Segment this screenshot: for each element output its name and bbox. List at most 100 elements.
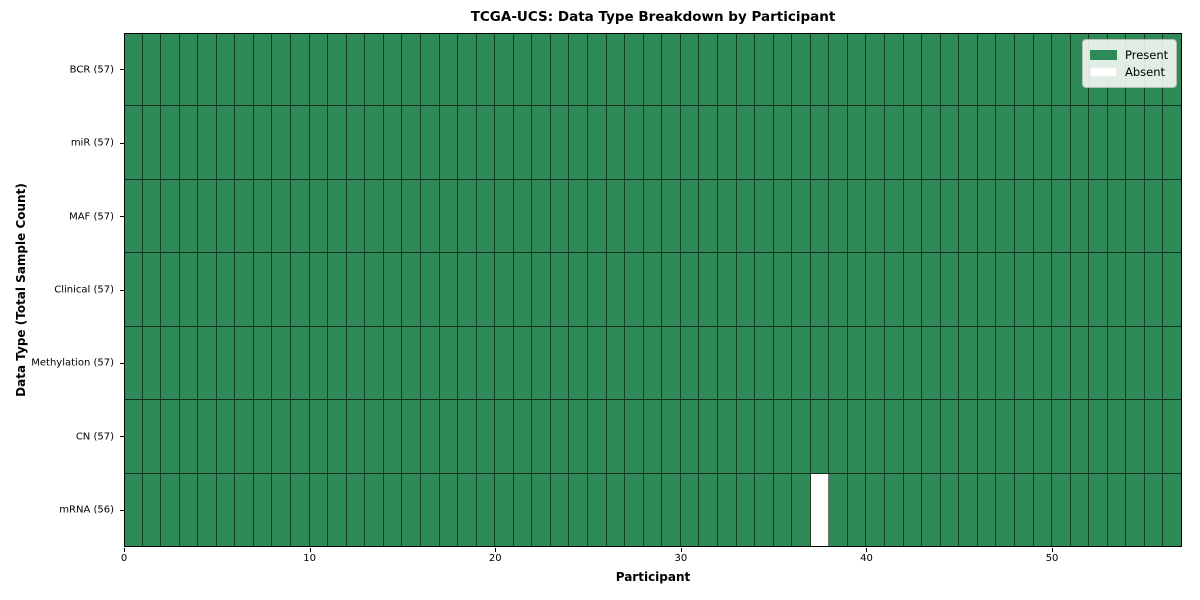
heatmap-cell: [922, 106, 941, 180]
heatmap-cell: [383, 106, 403, 180]
heatmap-cell: [569, 33, 589, 107]
heatmap-cell: [328, 106, 347, 180]
heatmap-cell: [346, 106, 366, 180]
heatmap-cell: [1033, 33, 1053, 107]
heatmap-cell: [253, 106, 273, 180]
heatmap-cell: [996, 253, 1015, 327]
heatmap-cell: [810, 106, 830, 180]
heatmap-cell: [903, 400, 923, 474]
heatmap-cell: [495, 106, 514, 180]
heatmap-cell: [476, 326, 496, 401]
heatmap-cell: [328, 253, 347, 327]
heatmap-cell: [773, 473, 793, 547]
heatmap-cell: [402, 33, 421, 107]
x-tick-label: 40: [860, 553, 873, 564]
heatmap-cell: [1033, 473, 1053, 547]
y-tick-label: mRNA (56): [59, 504, 114, 516]
heatmap-cell: [717, 400, 737, 474]
heatmap-cell: [1033, 326, 1053, 401]
heatmap-cell: [161, 400, 180, 474]
heatmap-cell: [1126, 326, 1145, 401]
heatmap-cell: [1163, 179, 1182, 254]
heatmap-cell: [940, 326, 960, 401]
heatmap-cell: [1070, 400, 1090, 474]
heatmap-cell: [829, 253, 848, 327]
heatmap-cell: [439, 473, 459, 547]
present-swatch-icon: [1090, 50, 1117, 60]
heatmap-cell: [959, 106, 978, 180]
heatmap-cell: [922, 326, 941, 401]
heatmap-cell: [792, 106, 811, 180]
heatmap-cell: [996, 473, 1015, 547]
heatmap-cell: [569, 106, 589, 180]
heatmap-cell: [680, 326, 700, 401]
heatmap-cell: [328, 400, 347, 474]
chart-title: TCGA-UCS: Data Type Breakdown by Partici…: [470, 9, 836, 25]
heatmap-cell: [550, 326, 570, 401]
heatmap-cell: [606, 326, 626, 401]
heatmap-cell: [569, 253, 589, 327]
heatmap-cell: [1144, 106, 1164, 180]
heatmap-cell: [458, 179, 477, 254]
heatmap-cell: [959, 33, 978, 107]
heatmap-cell: [365, 326, 384, 401]
y-tick-mark: [119, 216, 124, 218]
heatmap-cell: [940, 33, 960, 107]
heatmap-cell: [662, 400, 681, 474]
heatmap-cell: [569, 473, 589, 547]
heatmap-cell: [383, 253, 403, 327]
heatmap-cell: [235, 326, 254, 401]
legend-item-present: Present: [1090, 47, 1168, 63]
absent-swatch-icon: [1090, 67, 1117, 77]
heatmap-cell: [328, 326, 347, 401]
x-tick-mark: [309, 548, 311, 552]
heatmap-cell: [420, 253, 440, 327]
heatmap-cell: [216, 473, 236, 547]
heatmap-cell: [680, 473, 700, 547]
heatmap-cell: [161, 253, 180, 327]
x-tick-mark: [866, 548, 868, 552]
heatmap-cell: [977, 106, 997, 180]
heatmap-cell: [532, 106, 551, 180]
heatmap-cell: [977, 400, 997, 474]
heatmap-cell: [736, 179, 756, 254]
heatmap-cell: [1070, 473, 1090, 547]
heatmap-cell: [532, 400, 551, 474]
heatmap-cell: [885, 326, 904, 401]
heatmap-cell: [1107, 106, 1127, 180]
y-tick-label: MAF (57): [69, 211, 114, 223]
heatmap-cell: [866, 179, 886, 254]
heatmap-cell: [216, 106, 236, 180]
heatmap-cell: [253, 473, 273, 547]
heatmap-cell: [922, 400, 941, 474]
heatmap-cell: [179, 473, 199, 547]
heatmap-cell: [383, 400, 403, 474]
heatmap-cell: [847, 326, 867, 401]
heatmap-cell: [216, 33, 236, 107]
y-tick-label: Clinical (57): [54, 284, 114, 296]
heatmap-cell: [420, 326, 440, 401]
heatmap-cell: [847, 106, 867, 180]
heatmap-cell: [198, 326, 217, 401]
x-axis-label: Participant: [615, 570, 691, 584]
heatmap-cell: [216, 326, 236, 401]
heatmap-cell: [458, 326, 477, 401]
heatmap-cell: [179, 400, 199, 474]
y-tick-label: miR (57): [70, 137, 114, 149]
heatmap-cell: [996, 400, 1015, 474]
heatmap-cell: [1014, 253, 1034, 327]
heatmap-cell: [625, 326, 644, 401]
heatmap-cell: [272, 179, 292, 254]
heatmap-cell: [680, 253, 700, 327]
heatmap-cell: [550, 253, 570, 327]
y-tick-mark: [119, 289, 124, 291]
heatmap-cell: [1033, 400, 1053, 474]
heatmap-cell: [1089, 179, 1108, 254]
heatmap-cell: [328, 473, 347, 547]
heatmap-cell: [495, 33, 514, 107]
heatmap-cell: [532, 253, 551, 327]
heatmap-cell: [1163, 473, 1182, 547]
heatmap-cell: [662, 253, 681, 327]
heatmap-cell: [291, 400, 310, 474]
x-tick-mark: [1052, 548, 1054, 552]
